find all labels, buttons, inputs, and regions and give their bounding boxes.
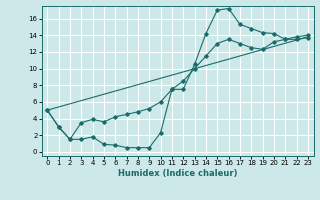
X-axis label: Humidex (Indice chaleur): Humidex (Indice chaleur)	[118, 169, 237, 178]
